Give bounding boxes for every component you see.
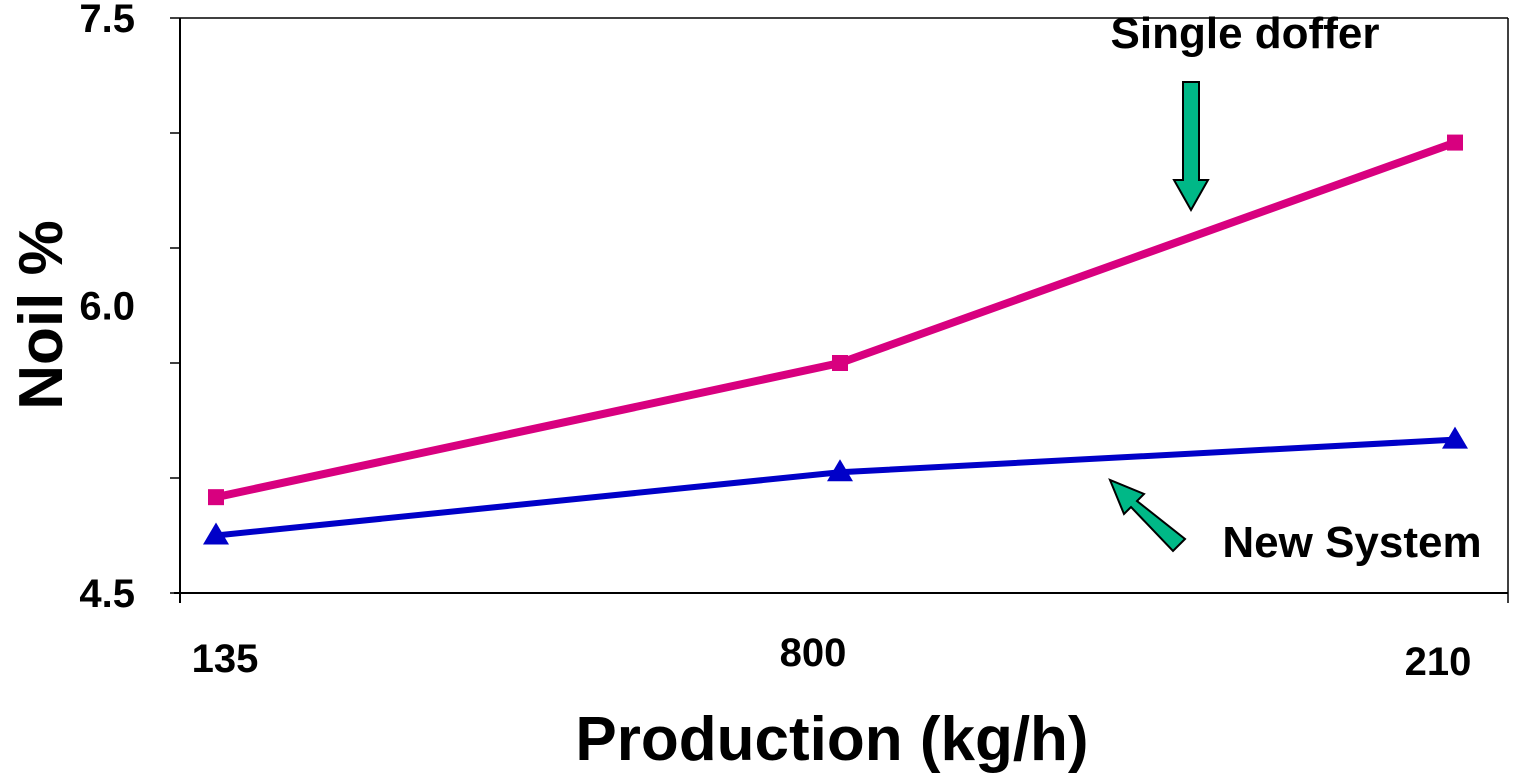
data-point-new-system [1442,426,1468,449]
x-tick-label: 210 [1405,640,1472,684]
data-point-new-system [203,522,229,545]
x-axis-title: Production (kg/h) [575,705,1088,774]
tick-labels: 7.5 6.0 4.5 135 800 210 [79,0,1471,684]
y-tick-label: 4.5 [79,572,135,616]
data-point-single-doffer [832,355,848,371]
annotation-label-new-system: New System [1222,518,1481,567]
y-axis-title: Noil % [7,220,76,409]
data-point-single-doffer [1447,134,1463,151]
data-point-single-doffer [208,489,224,506]
arrow-down-icon [1172,81,1210,213]
data-point-new-system [827,459,853,482]
x-tick-label: 800 [780,631,847,675]
y-tick-label: 7.5 [79,0,135,41]
series-line-single-doffer [215,138,1457,502]
y-tick-label: 6.0 [79,285,135,329]
annotations: Single doffer New System [1108,9,1482,567]
axes [170,17,1509,603]
x-tick-label: 135 [192,637,259,681]
arrow-up-left-icon [1108,478,1187,553]
series-layer [203,134,1468,545]
annotation-label-single-doffer: Single doffer [1111,9,1380,58]
